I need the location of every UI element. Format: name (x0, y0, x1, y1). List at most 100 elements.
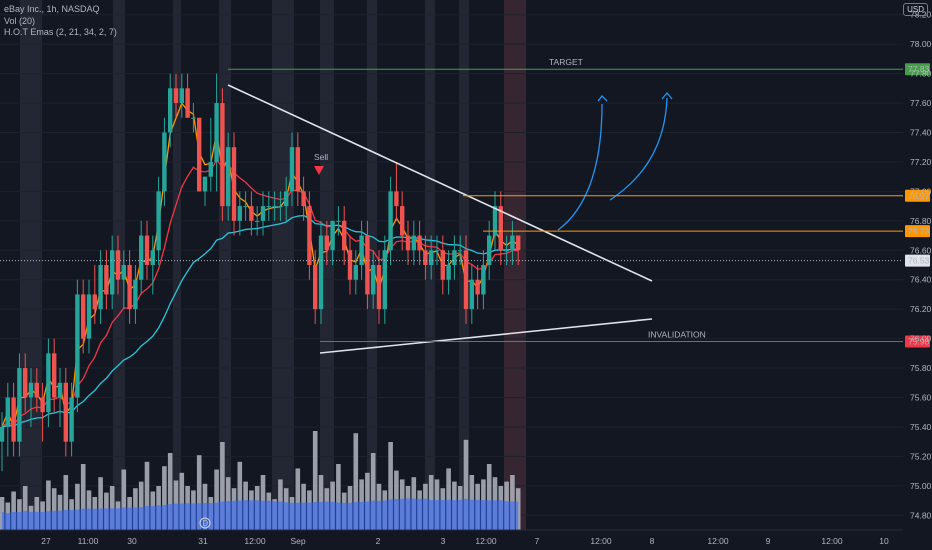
x-tick-label: 31 (198, 536, 208, 546)
volume-indicator-label[interactable]: Vol (20) (4, 15, 36, 26)
volume-bar (98, 477, 103, 530)
volume-bar (353, 433, 359, 530)
volume-bar (365, 472, 370, 530)
candle-body (34, 382, 39, 398)
candle-body (81, 294, 86, 339)
candle-body (75, 294, 80, 398)
y-tick-label: 75.20 (910, 451, 932, 461)
candle-body (452, 250, 457, 265)
candle-body (266, 206, 271, 208)
candle-body (249, 206, 254, 221)
symbol-title[interactable]: eBay Inc., 1h, NASDAQ (4, 4, 100, 14)
time-axis[interactable]: 27 11:00 30 31 12:00 Sep 2 3 12:00 7 12:00 8 12:00 9 1… (0, 529, 903, 546)
y-tick-label: 76.20 (910, 304, 932, 314)
candle-body (115, 250, 121, 280)
y-tick-label: 78.00 (910, 39, 932, 49)
candle-body (463, 250, 469, 310)
candle-body (301, 191, 306, 207)
candle-body (347, 250, 353, 280)
candle-body (63, 382, 68, 442)
candle-body (487, 235, 492, 265)
volume-bar (75, 483, 80, 530)
y-tick-label: 77.20 (910, 157, 932, 167)
y-tick-label: 78.20 (910, 10, 932, 20)
y-tick-label: 76.40 (910, 275, 932, 285)
sell-arrow-icon (314, 166, 324, 175)
y-tick-label: 74.80 (910, 510, 932, 520)
volume-bar (22, 486, 28, 530)
candle-body (220, 103, 225, 207)
candle-body (98, 265, 103, 310)
currency-badge[interactable]: USD (903, 3, 928, 16)
y-tick-label: 76.00 (910, 334, 932, 344)
candle-body (226, 147, 231, 207)
volume-bar (295, 468, 301, 530)
x-tick-label: 10 (879, 536, 889, 546)
candle-body (231, 147, 237, 221)
candle-body (57, 382, 63, 398)
level-price-tag (905, 225, 930, 238)
candle-body (371, 265, 376, 295)
candle-body (318, 235, 324, 310)
y-tick-label: 77.00 (910, 186, 932, 196)
x-tick-label: 12:00 (707, 536, 729, 546)
candle-body (17, 368, 22, 442)
volume-bar (80, 464, 86, 530)
price-axis[interactable]: 78.20 78.00 77.80 77.60 77.40 77.20 77.00 76.80… (910, 10, 932, 521)
candle-body (498, 206, 503, 251)
price-levels: 77.83 76.97 76.73 76.53 75.98 TARGET INVALIDAT… (0, 57, 930, 348)
volume-bar (162, 466, 167, 530)
candle-body (481, 265, 486, 295)
candle-body (284, 191, 289, 207)
volume-average-area (2, 498, 519, 530)
candle-body (394, 191, 399, 207)
candle-body (289, 147, 295, 192)
ema-indicator-label[interactable]: H.O.T Emas (2, 21, 34, 2, 7) (4, 27, 117, 37)
volume-average (2, 498, 519, 530)
candle-body (150, 250, 155, 265)
candle-body (365, 235, 370, 295)
y-tick-label: 75.00 (910, 481, 932, 491)
candle-body (40, 397, 45, 413)
candle-body (492, 206, 498, 236)
volume-bar (370, 453, 376, 530)
candle-body (208, 161, 213, 177)
volume-bar (220, 442, 225, 530)
candle-body (260, 206, 266, 221)
x-tick-label: 9 (766, 536, 771, 546)
candle-body (400, 206, 405, 236)
x-tick-label: 7 (535, 536, 540, 546)
ema-mid-line (1, 158, 519, 428)
candle-body (104, 265, 109, 295)
volume-bar (109, 486, 115, 530)
candle-body (255, 220, 260, 222)
candle-body (307, 206, 312, 265)
level-price-label: 76.73 (908, 226, 930, 236)
lower-trendline (319, 318, 653, 354)
candle-body (516, 235, 521, 251)
candle-body (52, 353, 57, 398)
candle-body (11, 397, 16, 442)
candle-body (237, 206, 242, 221)
x-tick-label: 12:00 (590, 536, 612, 546)
y-tick-label: 77.60 (910, 98, 932, 108)
candle-body (510, 235, 515, 251)
candle-body (191, 117, 196, 119)
candle-body (475, 279, 480, 295)
volume-bar (196, 455, 202, 530)
volume-bar (121, 469, 127, 530)
volume-bar (144, 461, 150, 530)
y-tick-label: 75.80 (910, 363, 932, 373)
volume-bar (51, 488, 57, 530)
volume-bar (446, 468, 451, 530)
candle-body (139, 235, 144, 280)
volume-bar (463, 439, 469, 530)
x-tick-label: 2 (376, 536, 381, 546)
candle-body (272, 206, 277, 208)
grid-lines (0, 14, 903, 516)
candle-body (405, 235, 411, 251)
level-price-label: 76.53 (908, 256, 930, 266)
chart-legend: eBay Inc., 1h, NASDAQ Vol (20) H.O.T Ema… (4, 4, 117, 39)
